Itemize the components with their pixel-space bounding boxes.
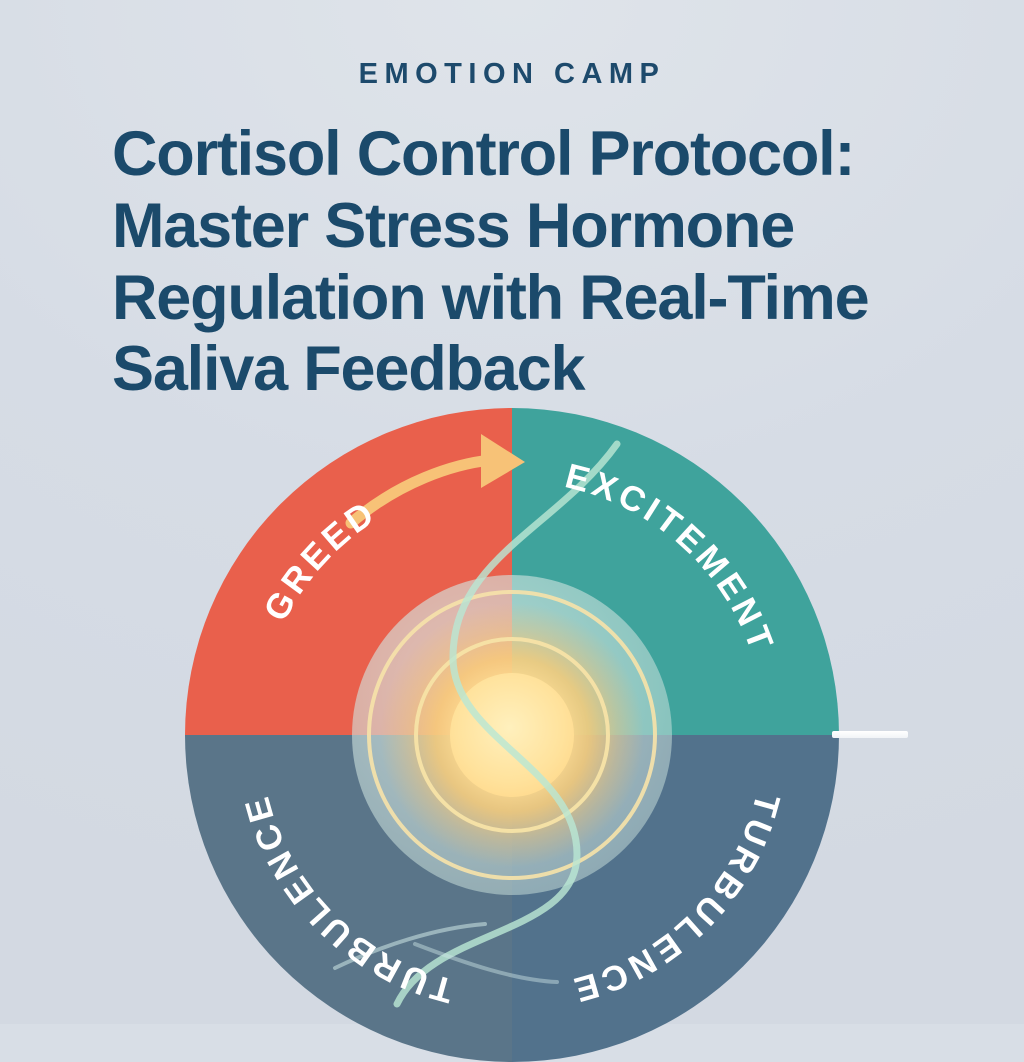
page-title: Cortisol Control Protocol: Master Stress… [0,119,1024,406]
ring-inner [414,637,610,833]
growth-arrow-icon [345,434,525,529]
flow-s-curve-tail-right [413,942,559,984]
title-line-1: Cortisol Control Protocol: [112,119,855,189]
core-glow [450,673,574,797]
flow-s-curve [393,440,621,1008]
flow-s-curve-tail-left [333,922,487,970]
eyebrow-label: EMOTION CAMP [358,58,666,90]
right-edge-tick-marker [832,731,908,738]
title-line-3: Regulation with Real-Time [112,262,870,333]
header-text-block: EMOTION CAMP Cortisol Control Protocol: … [0,0,1024,406]
ring-outer [367,590,657,880]
wheel-svg: GREED EXCITEMENT TURBULENCE TURBULENCE [185,408,839,1062]
emotion-quadrant-wheel: GREED EXCITEMENT TURBULENCE TURBULENCE [185,408,839,1062]
title-line-4: Saliva Feedback [112,334,585,405]
title-line-2: Master Stress Hormone [112,190,795,261]
